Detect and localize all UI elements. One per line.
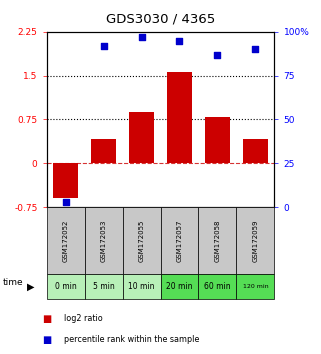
Text: 20 min: 20 min bbox=[166, 282, 193, 291]
Point bbox=[63, 199, 68, 205]
Text: ▶: ▶ bbox=[27, 282, 34, 292]
Point bbox=[253, 47, 258, 52]
Bar bbox=[205, 116, 230, 163]
Text: GSM172057: GSM172057 bbox=[177, 219, 183, 262]
Text: 5 min: 5 min bbox=[93, 282, 114, 291]
Point bbox=[101, 43, 106, 49]
Bar bbox=[53, 163, 78, 198]
Text: 120 min: 120 min bbox=[243, 284, 268, 289]
Text: GSM172055: GSM172055 bbox=[138, 219, 144, 262]
Text: 10 min: 10 min bbox=[128, 282, 155, 291]
Text: GSM172059: GSM172059 bbox=[252, 219, 258, 262]
Text: percentile rank within the sample: percentile rank within the sample bbox=[64, 335, 200, 344]
Bar bbox=[243, 139, 268, 163]
Text: ■: ■ bbox=[42, 335, 51, 345]
Text: GSM172052: GSM172052 bbox=[63, 219, 69, 262]
Text: GSM172053: GSM172053 bbox=[100, 219, 107, 262]
Point bbox=[215, 52, 220, 57]
Point bbox=[139, 34, 144, 40]
Bar bbox=[129, 113, 154, 163]
Text: 60 min: 60 min bbox=[204, 282, 231, 291]
Bar bbox=[167, 72, 192, 163]
Text: ■: ■ bbox=[42, 314, 51, 324]
Text: GSM172058: GSM172058 bbox=[214, 219, 221, 262]
Bar bbox=[91, 139, 116, 163]
Text: GDS3030 / 4365: GDS3030 / 4365 bbox=[106, 12, 215, 25]
Text: 0 min: 0 min bbox=[55, 282, 76, 291]
Text: log2 ratio: log2 ratio bbox=[64, 314, 103, 323]
Point bbox=[177, 38, 182, 44]
Text: time: time bbox=[3, 278, 24, 287]
